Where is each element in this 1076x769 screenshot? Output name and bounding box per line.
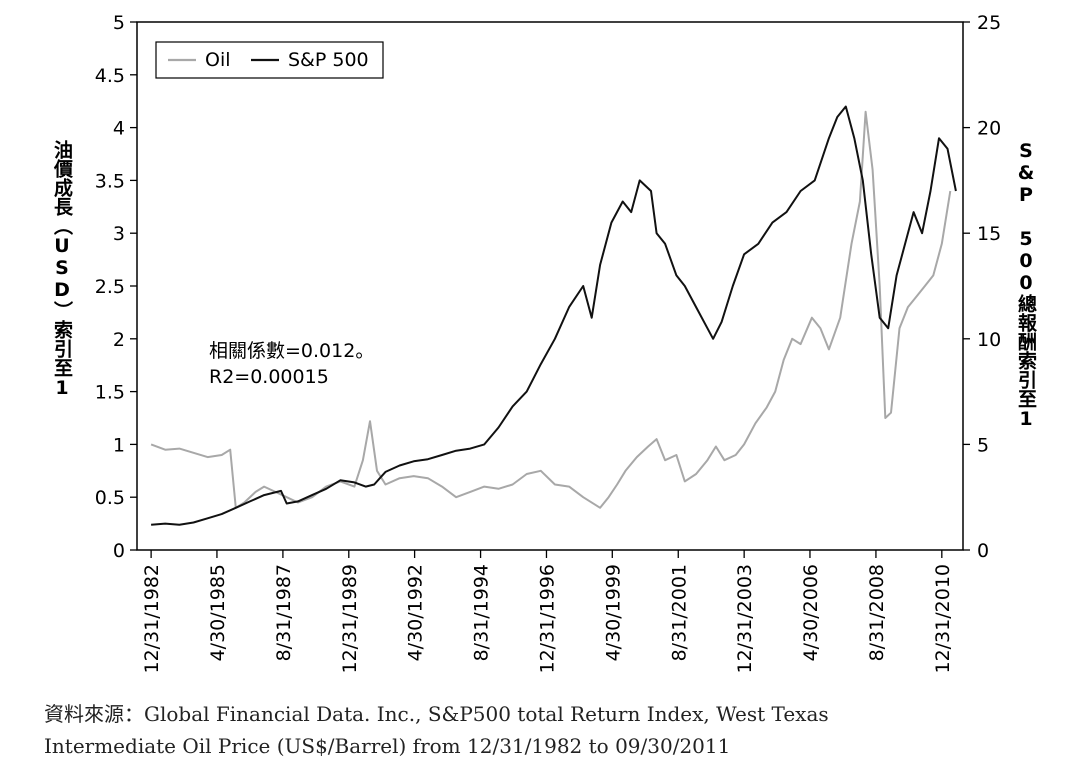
- source-note-line-2: Intermediate Oil Price (US$/Barrel) from…: [44, 734, 731, 758]
- right-axis-title: S&P 500總報酬索引至1: [1015, 140, 1037, 430]
- legend-label-oil: Oil: [205, 49, 231, 71]
- left-tick-label: 0.5: [95, 487, 125, 509]
- left-tick-label: 1: [113, 434, 125, 456]
- sp500-series-line: [151, 105, 957, 526]
- left-tick-label: 3.5: [95, 170, 125, 192]
- right-tick-label: 5: [977, 434, 989, 456]
- x-tick-label: 8/31/2001: [668, 564, 690, 661]
- plot-frame: [136, 21, 964, 551]
- right-tick-label: 10: [977, 329, 1001, 351]
- x-tick-label: 8/31/1987: [273, 564, 295, 661]
- right-tick-label: 25: [977, 12, 1001, 34]
- r2-annotation: R2=0.00015: [209, 366, 329, 388]
- correlation-annotation: 相關係數=0.012。: [209, 340, 374, 362]
- x-tick-label: 12/31/1982: [141, 564, 163, 674]
- left-tick-label: 0: [113, 540, 125, 562]
- source-note-line-1: 資料來源：Global Financial Data. Inc., S&P500…: [44, 702, 829, 726]
- left-tick-label: 3: [113, 223, 125, 245]
- left-tick-label: 4.5: [95, 65, 125, 87]
- left-tick-label: 4: [113, 118, 125, 140]
- right-tick-label: 0: [977, 540, 989, 562]
- left-tick-label: 1.5: [95, 382, 125, 404]
- legend-label-sp500: S&P 500: [288, 49, 369, 71]
- oil-series-line: [150, 110, 952, 509]
- x-tick-label: 4/30/1985: [207, 564, 229, 661]
- x-tick-label: 4/30/2006: [800, 564, 822, 661]
- x-tick-label: 12/31/2010: [932, 564, 954, 674]
- left-tick-label: 2.5: [95, 276, 125, 298]
- x-tick-label: 12/31/1996: [536, 564, 558, 674]
- left-axis-title: 油價成長（USD）索引至1: [51, 140, 74, 399]
- x-tick-label: 4/30/1992: [405, 564, 427, 661]
- x-tick-label: 12/31/1989: [339, 564, 361, 674]
- right-tick-label: 20: [977, 118, 1001, 140]
- x-tick-label: 4/30/1999: [602, 564, 624, 661]
- x-tick-label: 12/31/2003: [734, 564, 756, 674]
- legend: Oil S&P 500: [155, 41, 384, 79]
- right-tick-label: 15: [977, 223, 1001, 245]
- x-tick-label: 8/31/1994: [471, 564, 493, 661]
- left-tick-label: 2: [113, 329, 125, 351]
- left-tick-label: 5: [113, 12, 125, 34]
- x-tick-label: 8/31/2008: [866, 564, 888, 661]
